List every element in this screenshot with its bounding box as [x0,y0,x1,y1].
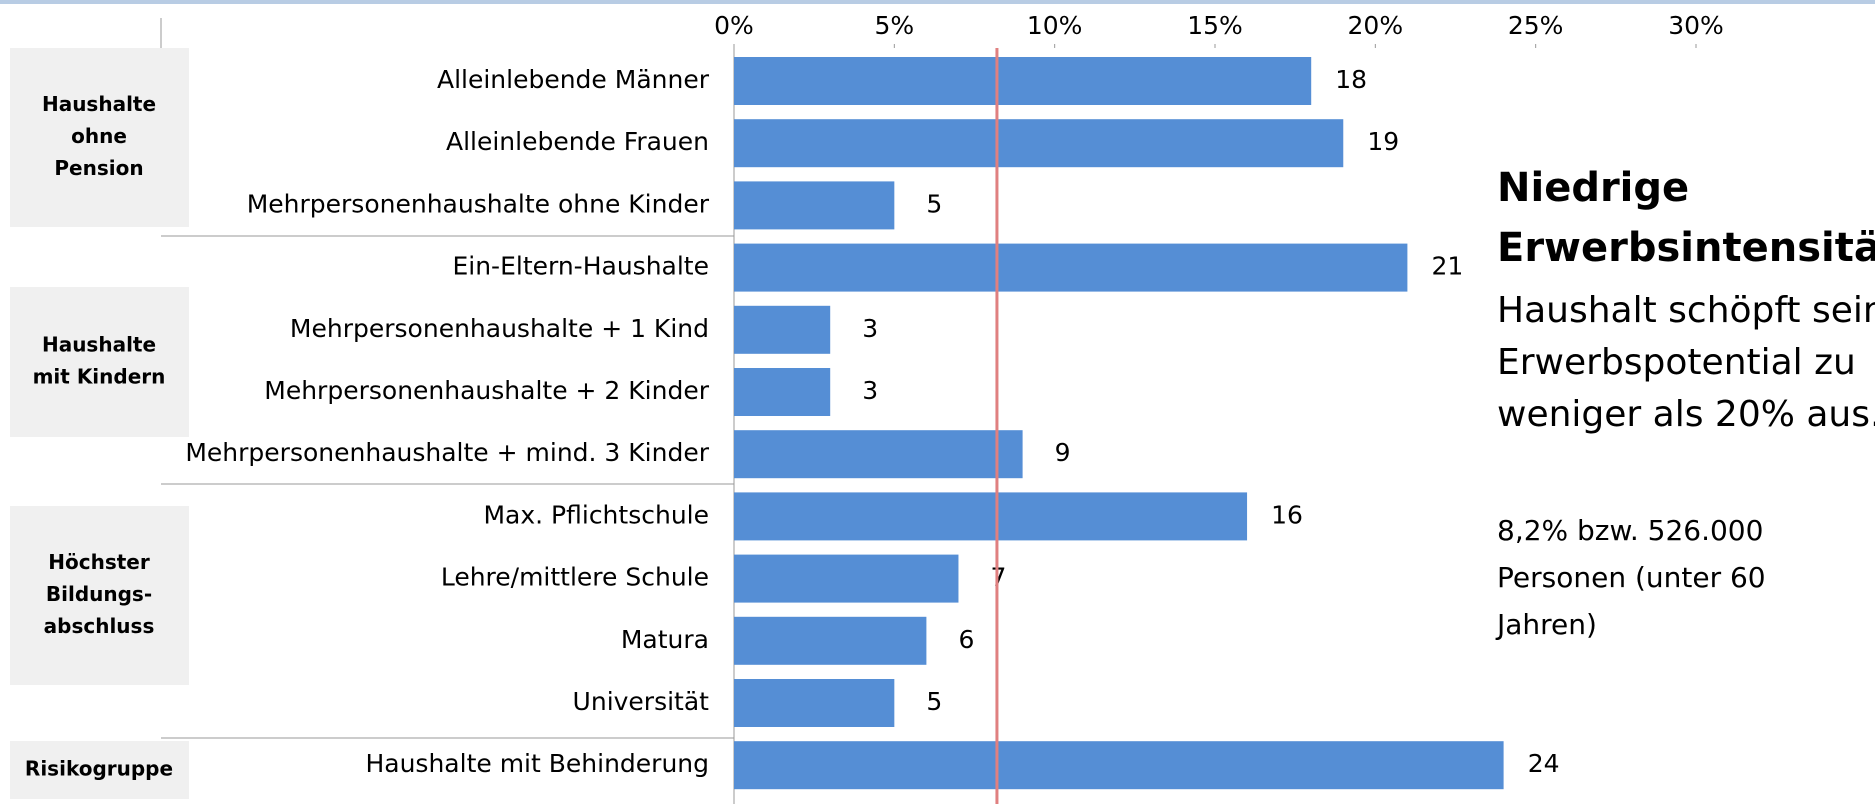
bar [734,492,1248,541]
y-tick-label: Mehrpersonenhaushalte + mind. 3 Kinder [185,438,709,467]
bar [734,430,1023,479]
annotation-note: Personen (unter 60 [1497,561,1766,594]
bar [734,741,1504,790]
value-label: 7 [991,563,1007,592]
value-label: 18 [1335,65,1367,94]
y-tick-label: Haushalte mit Behinderung [365,749,709,778]
group-box [10,506,189,685]
group-label: Risikogruppe [25,757,173,781]
value-label: 9 [1055,438,1071,467]
value-label: 3 [862,314,878,343]
y-tick-label: Mehrpersonenhaushalte + 2 Kinder [264,376,709,405]
x-tick-label: 0% [714,11,754,40]
annotation-note: Jahren) [1495,608,1597,641]
value-label: 16 [1271,500,1303,529]
value-label: 19 [1367,127,1399,156]
annotation-body: weniger als 20% aus. [1497,394,1875,435]
y-tick-label: Mehrpersonenhaushalte ohne Kinder [247,189,710,218]
y-tick-label: Universität [573,687,710,716]
value-label: 5 [926,687,942,716]
group-label: Höchster [48,550,150,574]
x-tick-label: 20% [1348,11,1404,40]
value-label: 3 [862,376,878,405]
y-tick-label: Ein-Eltern-Haushalte [452,252,709,281]
y-tick-label: Max. Pflichtschule [483,500,709,529]
annotation-body: Haushalt schöpft sein [1497,290,1875,331]
bar [734,554,959,603]
y-tick-label: Lehre/mittlere Schule [441,563,709,592]
annotation-heading: Erwerbsintensität: [1497,225,1875,271]
y-tick-label: Matura [621,625,709,654]
y-tick-label: Mehrpersonenhaushalte + 1 Kind [290,314,709,343]
y-tick-label: Alleinlebende Männer [437,65,710,94]
bar [734,243,1408,292]
group-box [10,287,189,437]
bar [734,368,831,416]
annotation-body: Erwerbspotential zu [1497,342,1856,383]
group-label: Pension [54,156,143,180]
value-label: 6 [958,625,974,654]
value-label: 24 [1528,749,1560,778]
value-label: 5 [926,189,942,218]
x-tick-label: 10% [1027,11,1083,40]
annotation-note: 8,2% bzw. 526.000 [1497,514,1763,547]
group-label: Bildungs- [46,582,152,606]
group-label: abschluss [44,614,155,638]
value-label: 21 [1431,252,1463,281]
group-box [10,48,189,227]
y-tick-label: Alleinlebende Frauen [446,127,709,156]
group-box [10,741,189,799]
group-label: ohne [71,124,127,148]
group-label: Haushalte [42,92,156,116]
annotation-heading: Niedrige [1497,165,1689,211]
x-tick-label: 15% [1187,11,1243,40]
bar [734,181,895,230]
x-tick-label: 25% [1508,11,1564,40]
bar [734,305,831,354]
bar [734,119,1344,168]
x-tick-label: 30% [1668,11,1724,40]
x-tick-label: 5% [874,11,914,40]
group-label: Haushalte [42,333,156,357]
group-label: mit Kindern [33,365,166,389]
bar [734,616,927,665]
bar [734,57,1312,105]
bar [734,679,895,727]
